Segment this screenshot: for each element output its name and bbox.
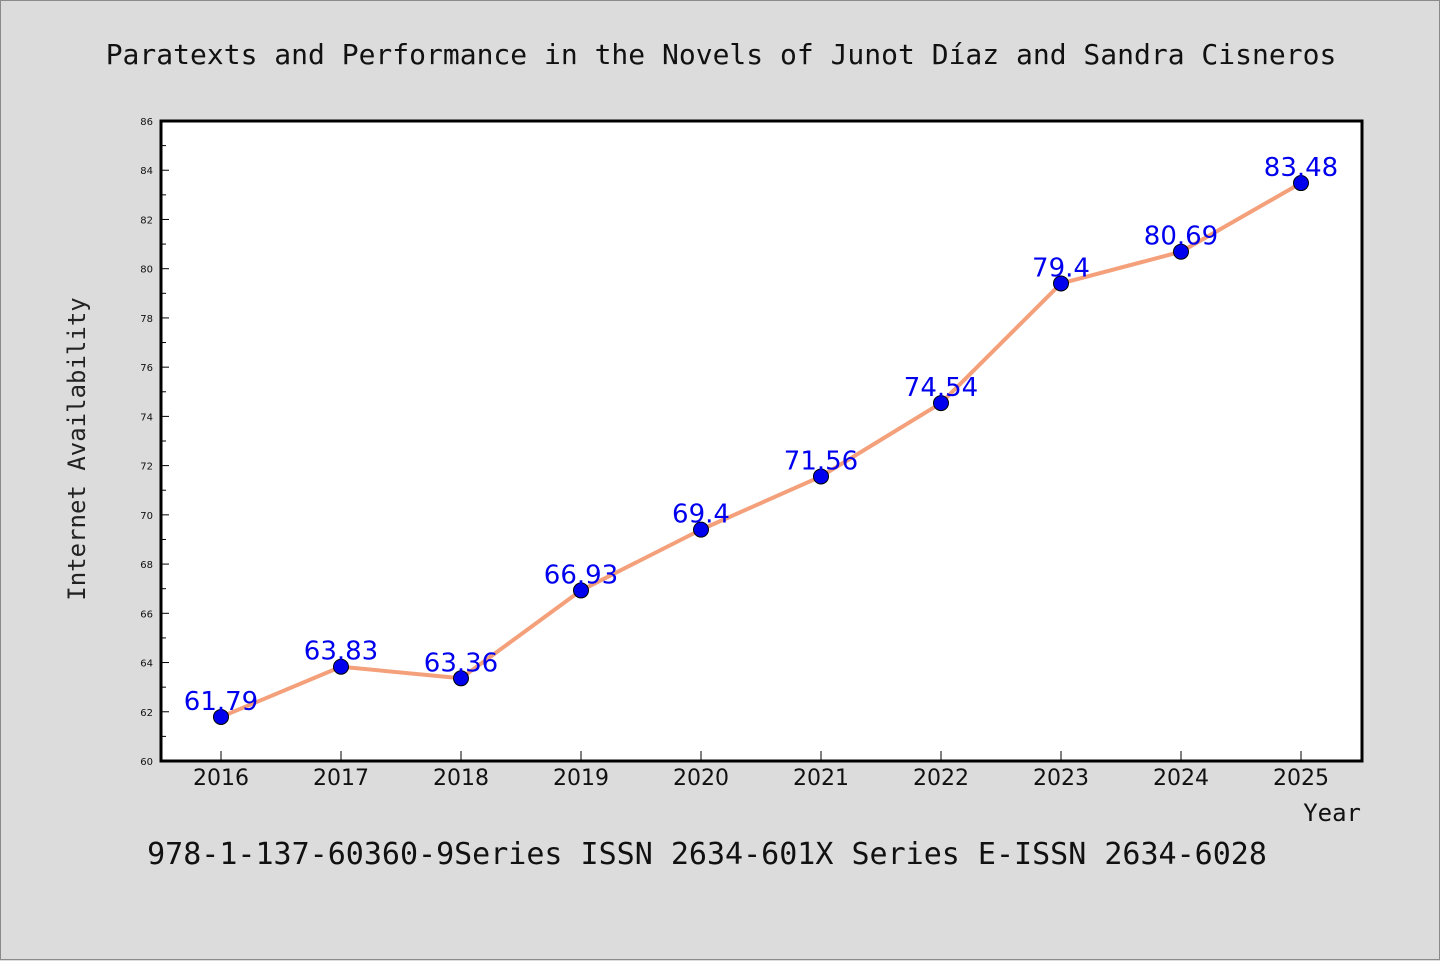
plot-area bbox=[161, 121, 1362, 761]
chart-title: Paratexts and Performance in the Novels … bbox=[106, 38, 1337, 71]
plot-frame bbox=[159, 119, 1364, 763]
y-tick-label: 76 bbox=[140, 363, 153, 374]
y-tick-label: 80 bbox=[140, 265, 153, 276]
x-tick-label: 2025 bbox=[1273, 766, 1329, 791]
x-tick-label: 2021 bbox=[793, 766, 849, 791]
x-tick-label: 2024 bbox=[1153, 766, 1209, 791]
data-point bbox=[573, 582, 589, 599]
x-tick-label: 2018 bbox=[433, 766, 489, 791]
data-point bbox=[1173, 243, 1189, 260]
x-tick-label: 2023 bbox=[1033, 766, 1089, 791]
x-tick-label: 2017 bbox=[313, 766, 369, 791]
data-label: 63.36 bbox=[424, 648, 498, 678]
x-axis-label: Year bbox=[1303, 799, 1361, 827]
x-axis: 2016 2017 2018 2019 2020 2021 2022 2023 2024 2025 bbox=[193, 751, 1329, 791]
data-point bbox=[453, 670, 469, 687]
data-label: 83.48 bbox=[1264, 153, 1338, 183]
y-tick-label: 74 bbox=[140, 412, 153, 423]
series-line bbox=[219, 181, 1303, 719]
data-label: 74.54 bbox=[904, 373, 978, 403]
y-tick-label: 62 bbox=[140, 708, 153, 719]
x-tick-label: 2019 bbox=[553, 766, 609, 791]
y-tick-label: 78 bbox=[140, 314, 153, 325]
data-point bbox=[333, 658, 349, 675]
data-point bbox=[693, 521, 709, 538]
data-point bbox=[813, 468, 829, 485]
y-tick-label: 64 bbox=[140, 659, 153, 670]
y-tick-label: 86 bbox=[140, 117, 153, 128]
data-label: 66.93 bbox=[544, 560, 618, 590]
data-label: 69.4 bbox=[672, 500, 730, 530]
y-tick-label: 72 bbox=[140, 462, 153, 473]
series-markers bbox=[213, 175, 1309, 725]
data-point bbox=[1293, 175, 1309, 192]
data-point bbox=[1053, 275, 1069, 292]
y-tick-label: 84 bbox=[140, 166, 153, 177]
data-labels: 61.79 63.83 63.36 66.93 69.4 71.56 74.54 79.4 80… bbox=[184, 153, 1338, 717]
y-tick-label: 68 bbox=[140, 560, 153, 571]
y-tick-label: 60 bbox=[140, 757, 153, 768]
data-label: 79.4 bbox=[1032, 253, 1090, 283]
x-tick-label: 2022 bbox=[913, 766, 969, 791]
data-point bbox=[933, 395, 949, 412]
data-label: 80.69 bbox=[1144, 222, 1218, 252]
y-tick-label: 66 bbox=[140, 609, 153, 620]
x-tick-label: 2020 bbox=[673, 766, 729, 791]
x-tick-label: 2016 bbox=[193, 766, 249, 791]
data-label: 63.83 bbox=[304, 637, 378, 667]
data-label: 71.56 bbox=[784, 446, 858, 476]
data-label: 61.79 bbox=[184, 687, 258, 717]
y-axis-label: Internet Availability bbox=[63, 297, 91, 600]
y-tick-label: 70 bbox=[140, 511, 153, 522]
footer-text: 978-1-137-60360-9Series ISSN 2634-601X S… bbox=[147, 837, 1267, 872]
data-point bbox=[213, 708, 229, 725]
y-tick-label: 82 bbox=[140, 215, 153, 226]
